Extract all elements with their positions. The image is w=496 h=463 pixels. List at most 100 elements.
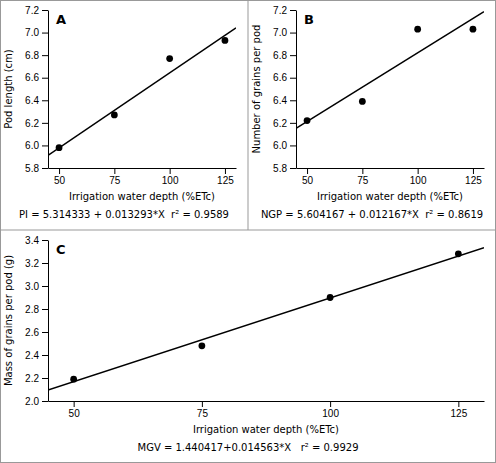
y-axis: 5.86.06.26.46.66.87.07.2	[25, 5, 48, 174]
tick-mark	[362, 168, 363, 174]
tick-label: 50	[302, 175, 314, 186]
tick-mark	[307, 168, 308, 174]
point	[56, 144, 63, 151]
tick-label: 3.2	[25, 258, 39, 269]
tick-label: 2.2	[25, 373, 39, 384]
tick-mark	[59, 168, 60, 174]
tick-mark	[225, 168, 226, 174]
tick-mark	[42, 378, 48, 379]
tick-label: 75	[109, 175, 121, 186]
tick: 6.0	[273, 140, 296, 151]
x-axis: 50 75 100 125	[297, 168, 485, 186]
tick: 6.2	[25, 118, 48, 129]
tick-label: 125	[451, 408, 468, 419]
tick-label: 7.0	[273, 27, 287, 38]
tick-mark	[458, 401, 459, 407]
y-axis: 2.02.22.42.62.83.03.23.4	[25, 235, 48, 407]
tick-mark	[42, 332, 48, 333]
figure-border	[1, 1, 496, 463]
figure: 50 75 100 125 5.8 6.0 6.2 6.4 6.6 6.8 7.0 7.2 A Irrig…	[0, 0, 496, 463]
tick: 2.4	[25, 350, 48, 361]
tick: 6.8	[25, 50, 48, 61]
tick-label: 2.6	[25, 327, 39, 338]
tick-label: 2.8	[25, 304, 39, 315]
tick: 5.8	[25, 163, 48, 174]
tick-label: 75	[197, 408, 209, 419]
tick-label: 75	[357, 175, 369, 186]
tick-mark	[42, 168, 48, 169]
point	[166, 55, 173, 62]
y-axis: 5.8 6.0 6.2 6.4 6.6 6.8 7.0 7.2	[273, 5, 296, 174]
tick: 7.2	[25, 5, 48, 16]
plot-area	[296, 12, 484, 129]
tick: 50	[69, 401, 81, 419]
tick-label: 125	[217, 175, 234, 186]
tick-mark	[42, 33, 48, 34]
tick-label: 6.4	[273, 95, 287, 106]
tick: 6.2	[273, 118, 296, 129]
tick-label: 50	[69, 408, 81, 419]
point	[304, 117, 311, 124]
tick: 50	[54, 168, 66, 186]
tick-label: 100	[162, 175, 179, 186]
tick: 100	[322, 401, 339, 419]
tick-mark	[42, 355, 48, 356]
tick: 50	[302, 168, 314, 186]
x-axis-title: Irrigation water depth (%ETc)	[317, 191, 463, 202]
tick-mark	[290, 78, 296, 79]
tick-mark	[74, 401, 75, 407]
tick-label: 2.4	[25, 350, 39, 361]
tick: 2.8	[25, 304, 48, 315]
regression-line	[296, 12, 484, 129]
tick-mark	[330, 401, 331, 407]
tick: 6.0	[25, 140, 48, 151]
tick: 6.4	[25, 95, 48, 106]
equation: MGV = 1.440417+0.014563*X r² = 0.9929	[138, 442, 359, 453]
tick: 6.4	[273, 95, 296, 106]
tick: 100	[162, 168, 179, 186]
tick: 7.0	[25, 27, 48, 38]
tick: 3.0	[25, 281, 48, 292]
tick-mark	[202, 401, 203, 407]
x-axis-title: Irrigation water depth (%ETc)	[193, 424, 339, 435]
point	[327, 294, 334, 301]
tick-mark	[42, 100, 48, 101]
tick-label: 125	[465, 175, 482, 186]
tick-label: 6.0	[273, 140, 287, 151]
tick-mark	[42, 263, 48, 264]
point	[222, 37, 229, 44]
panel-label: B	[304, 12, 314, 27]
axis-line	[49, 401, 485, 402]
axis-line	[296, 11, 297, 169]
point	[414, 26, 421, 33]
tick: 125	[465, 168, 482, 186]
tick: 3.2	[25, 258, 48, 269]
axis-line	[48, 11, 49, 169]
y-axis-title: Number of grains per pod	[251, 25, 262, 154]
plot-area	[48, 28, 236, 156]
y-axis-title: Pod length (cm)	[3, 49, 14, 129]
tick-label: 2.0	[25, 396, 39, 407]
tick-mark	[290, 145, 296, 146]
tick-mark	[290, 168, 296, 169]
tick-label: 5.8	[273, 163, 287, 174]
axis-line	[48, 241, 49, 402]
tick-label: 7.2	[273, 5, 287, 16]
tick: 125	[217, 168, 234, 186]
y-axis-title: Mass of grains per pod (g)	[3, 255, 14, 386]
tick-label: 6.4	[25, 95, 39, 106]
tick: 6.6	[273, 72, 296, 83]
tick: 125	[451, 401, 468, 419]
point	[359, 98, 366, 105]
tick-mark	[170, 168, 171, 174]
tick-label: 5.8	[25, 163, 39, 174]
tick-label: 6.6	[273, 72, 287, 83]
panel-label: A	[56, 12, 66, 27]
point	[111, 112, 118, 119]
tick-label: 6.0	[25, 140, 39, 151]
tick-label: 3.0	[25, 281, 39, 292]
tick-label: 6.8	[273, 50, 287, 61]
tick-label: 100	[410, 175, 427, 186]
tick-label: 7.0	[25, 27, 39, 38]
divider	[248, 0, 249, 230]
